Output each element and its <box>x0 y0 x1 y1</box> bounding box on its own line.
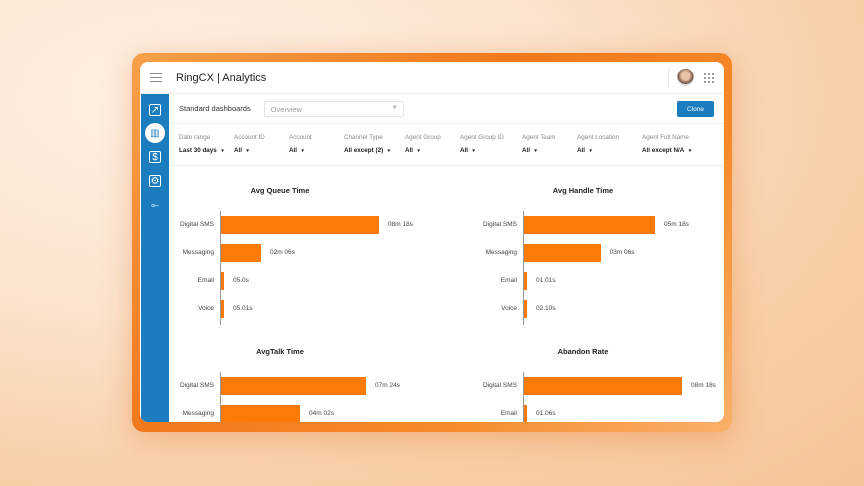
chart-axis <box>523 211 524 325</box>
category-label: Voice <box>501 305 517 312</box>
filter-label: Agent Group <box>405 134 441 141</box>
filter-agent-full-name[interactable]: Agent Full Name All except N/A <box>642 134 691 154</box>
category-label: Email <box>500 277 517 284</box>
filter-agent-group[interactable]: Agent Group All <box>405 134 441 154</box>
filter-label: Agent Location <box>577 134 620 141</box>
filter-label: Account <box>289 134 312 141</box>
data-label: 07m 24s <box>375 382 400 389</box>
chart-title: Avg Queue Time <box>250 186 310 195</box>
category-label: Messaging <box>182 249 214 256</box>
data-label: 01.06s <box>536 410 556 417</box>
standard-dashboards-label: Standard dashboards <box>179 104 251 113</box>
data-label: 08m 18s <box>388 221 413 228</box>
sidebar: ↗ ▥ $ ⚙ ⟜ <box>141 94 169 422</box>
filter-label: Account ID <box>234 134 265 141</box>
filter-value[interactable]: All except N/A <box>642 147 691 154</box>
chart-axis <box>523 372 524 422</box>
category-label: Voice <box>198 305 214 312</box>
trend-chart-icon[interactable]: ↗ <box>149 104 161 116</box>
data-label: 02.10s <box>536 305 556 312</box>
chart-title: AvgTalk Time <box>256 347 304 356</box>
hamburger-menu-icon[interactable] <box>150 73 162 82</box>
data-label: 04m 02s <box>309 410 334 417</box>
filter-value[interactable]: Last 30 days <box>179 147 224 154</box>
category-label: Digital SMS <box>483 221 517 228</box>
data-label: 05.0s <box>233 277 249 284</box>
bar[interactable] <box>524 272 527 290</box>
chart-title: Abandon Rate <box>557 347 609 356</box>
data-label: 05.01s <box>233 305 253 312</box>
filter-value[interactable]: All except (2) <box>344 147 390 154</box>
avatar[interactable] <box>677 69 694 86</box>
filter-label: Date range <box>179 134 211 141</box>
bar[interactable] <box>221 405 301 422</box>
filter-label: Channel Type <box>344 134 383 141</box>
filter-agent-location[interactable]: Agent Location All <box>577 134 619 154</box>
clone-button[interactable]: Clone <box>677 101 714 117</box>
main-content: Standard dashboards Overview ▼ Clone Date… <box>169 94 724 422</box>
filter-value[interactable]: All <box>289 147 312 154</box>
bar[interactable] <box>524 377 682 395</box>
bar[interactable] <box>524 300 527 318</box>
data-label: 03m 06s <box>609 249 635 256</box>
bar[interactable] <box>221 272 224 290</box>
chevron-down-icon: ▼ <box>391 104 398 111</box>
data-label: 08m 18s <box>691 382 716 389</box>
app-title: RingCX | Analytics <box>176 71 267 84</box>
filter-account[interactable]: Account All <box>289 134 312 154</box>
chart-title: Avg Handle Time <box>552 186 614 195</box>
analytics-icon[interactable]: ▥ <box>145 123 165 143</box>
chart-axis <box>220 372 221 422</box>
filter-value[interactable]: All <box>577 147 619 154</box>
bar[interactable] <box>221 377 366 395</box>
category-label: Messaging <box>182 410 214 417</box>
data-label: 02m 06s <box>269 249 295 256</box>
bar[interactable] <box>221 216 379 234</box>
filter-value[interactable]: All <box>234 147 265 154</box>
bar[interactable] <box>221 300 224 318</box>
filter-value[interactable]: All <box>522 147 556 154</box>
settings-calendar-icon[interactable]: ⚙ <box>149 175 161 187</box>
dashboard-select[interactable]: Overview ▼ <box>263 100 404 117</box>
filter-agent-group-id[interactable]: Agent Group ID All <box>460 134 504 154</box>
data-label: 01.01s <box>536 277 556 284</box>
category-label: Email <box>500 410 517 417</box>
app-window: RingCX | Analytics ↗ ▥ $ ⚙ ⟜ Standard da… <box>140 62 724 422</box>
filter-date-range[interactable]: Date range Last 30 days <box>179 134 224 154</box>
dashboard-select-value: Overview <box>270 104 302 114</box>
bar[interactable] <box>524 405 527 422</box>
category-label: Digital SMS <box>180 382 214 389</box>
network-icon[interactable]: ⟜ <box>151 199 159 211</box>
bar[interactable] <box>524 216 655 234</box>
bar[interactable] <box>524 244 601 262</box>
divider <box>668 68 669 88</box>
report-file-icon[interactable]: $ <box>149 151 161 163</box>
data-label: 05m 18s <box>664 221 689 228</box>
bar[interactable] <box>221 244 261 262</box>
app-launcher-icon[interactable] <box>704 73 714 83</box>
filter-value[interactable]: All <box>460 147 504 154</box>
filter-label: Agent Team <box>522 134 556 141</box>
chart-axis <box>220 211 221 325</box>
filter-value[interactable]: All <box>405 147 441 154</box>
filter-account-id[interactable]: Account ID All <box>234 134 265 154</box>
filter-channel-type[interactable]: Channel Type All except (2) <box>344 134 390 154</box>
dashboard-toolbar: Standard dashboards Overview ▼ Clone <box>169 94 724 124</box>
header: RingCX | Analytics <box>140 62 724 94</box>
category-label: Email <box>197 277 214 284</box>
filter-agent-team[interactable]: Agent Team All <box>522 134 556 154</box>
filter-label: Agent Full Name <box>642 134 689 141</box>
category-label: Messaging <box>485 249 517 256</box>
filter-label: Agent Group ID <box>460 134 504 141</box>
category-label: Digital SMS <box>483 382 517 389</box>
category-label: Digital SMS <box>180 221 214 228</box>
